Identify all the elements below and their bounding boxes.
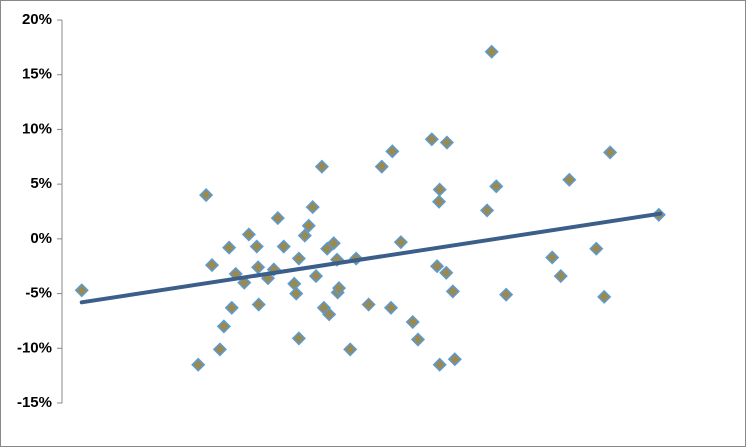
y-tick-label: 15% — [22, 66, 52, 83]
data-point — [589, 241, 604, 256]
data-point — [385, 144, 400, 159]
y-tick-label: 0% — [30, 230, 52, 247]
data-point — [343, 342, 358, 357]
data-point — [224, 300, 239, 315]
data-point — [289, 286, 304, 301]
data-point — [222, 240, 237, 255]
data-point — [204, 258, 220, 273]
data-point — [439, 135, 454, 150]
data-point — [249, 239, 264, 254]
y-tick-label: 10% — [22, 120, 52, 137]
data-point — [383, 300, 399, 315]
data-point — [597, 289, 612, 304]
data-point — [74, 283, 89, 298]
data-point — [331, 281, 347, 296]
y-tick-label: 20% — [22, 11, 52, 28]
data-point — [489, 179, 504, 194]
data-point — [305, 200, 320, 215]
data-point — [562, 172, 577, 187]
data-point — [241, 227, 256, 242]
data-point — [251, 297, 266, 312]
data-point — [361, 297, 376, 312]
trendline — [79, 211, 663, 305]
data-point — [297, 228, 312, 243]
data-point — [439, 265, 454, 280]
data-point — [429, 259, 445, 274]
data-point — [545, 250, 560, 265]
data-point — [191, 357, 206, 372]
data-point — [276, 239, 291, 254]
data-point — [216, 319, 231, 334]
y-tick-label: -10% — [17, 339, 52, 356]
y-tick-label: -5% — [25, 285, 52, 302]
data-point — [314, 159, 329, 174]
data-point — [393, 235, 408, 250]
data-point — [432, 357, 447, 372]
data-point — [212, 342, 227, 357]
data-point — [603, 145, 618, 160]
data-point — [424, 132, 439, 147]
data-point — [447, 352, 462, 367]
data-point — [308, 269, 324, 284]
data-point — [499, 287, 514, 302]
data-point — [301, 218, 316, 233]
data-point — [484, 44, 499, 59]
y-tick-label: 5% — [30, 175, 52, 192]
data-point — [480, 203, 495, 218]
data-point — [326, 236, 341, 251]
y-tick-label: -15% — [17, 394, 52, 411]
data-point — [445, 284, 460, 299]
data-point — [291, 251, 306, 266]
data-point — [199, 188, 214, 203]
data-point — [322, 307, 337, 322]
data-point — [374, 159, 389, 174]
data-point — [431, 194, 447, 209]
data-point — [291, 331, 306, 346]
data-point — [270, 211, 285, 226]
data-point — [405, 314, 420, 330]
data-point — [410, 332, 426, 347]
data-point — [553, 269, 568, 284]
